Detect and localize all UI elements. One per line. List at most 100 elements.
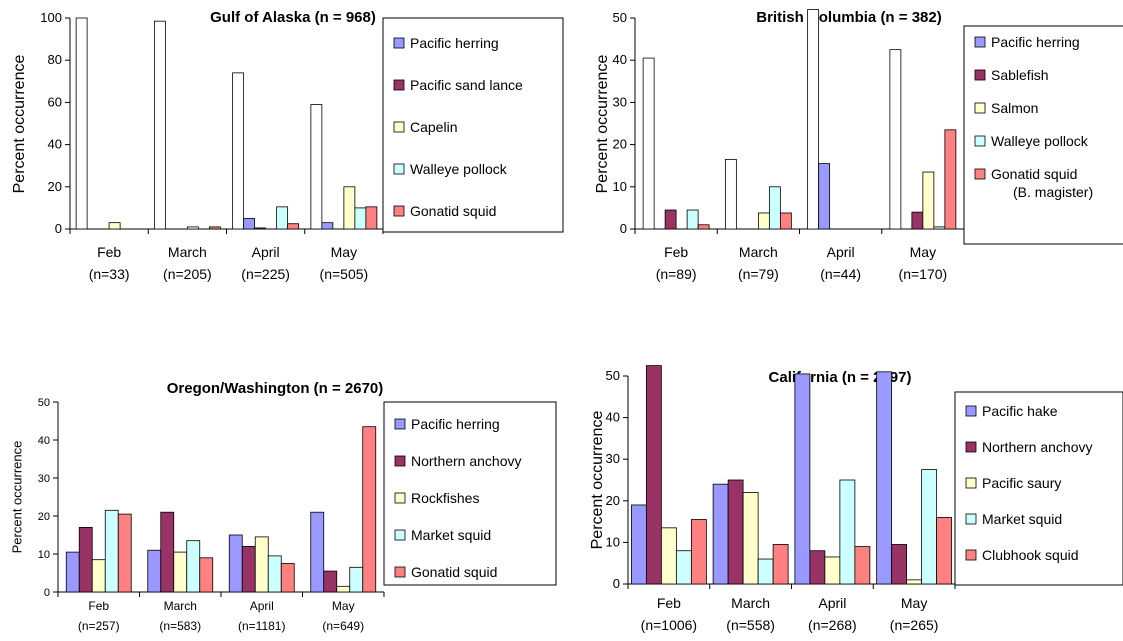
panel-1-y-axis-label: Percent occurrence: [11, 55, 28, 194]
panel-2-legend-swatch: [974, 36, 986, 48]
panel-3-category-n-label: (n=649): [322, 619, 364, 633]
panel-3-category-label: April: [250, 599, 274, 613]
panel-2-legend-swatch: [974, 102, 986, 114]
panel-2-category-n-label: (n=170): [899, 266, 948, 282]
panel-3-bar: [173, 551, 188, 593]
panel-4-legend-label: Northern anchovy: [982, 439, 1093, 455]
panel-4-bar: [906, 579, 923, 585]
panel-4-category-label: Feb: [657, 595, 681, 611]
panel-1-category-n-label: (n=225): [241, 266, 290, 282]
panel-4-legend-label: Market squid: [982, 511, 1062, 527]
panel-2-bar: [642, 57, 655, 230]
panel-4-y-tick-label: 50: [606, 368, 620, 383]
panel-3-category-n-label: (n=257): [78, 619, 120, 633]
panel-3-y-tick-label: 30: [38, 473, 50, 485]
panel-2-y-tick-label: 10: [613, 179, 627, 194]
panel-1-bar: [276, 206, 289, 230]
panel-2-bar: [911, 211, 924, 230]
panel-4-bar: [675, 550, 692, 585]
panel-1-legend-swatch: [393, 79, 405, 91]
panel-2-bar: [697, 224, 710, 230]
panel-4-legend-box: [954, 391, 1123, 586]
panel-4-bar: [690, 519, 707, 585]
panel-2-title: British Columbia (n = 382): [756, 9, 941, 26]
panel-3-legend-swatch: [394, 418, 406, 430]
panel-1-legend-label: Pacific sand lance: [410, 77, 523, 93]
panel-4-bar: [712, 483, 729, 585]
panel-2-legend-box: [963, 25, 1123, 245]
panel-3-bar: [362, 426, 377, 593]
panel-2-y-tick-label: 40: [613, 52, 627, 67]
panel-4-category-n-label: (n=558): [726, 617, 775, 633]
panel-2-legend-label: Walleye pollock: [991, 133, 1089, 149]
panel-3-bar: [65, 551, 80, 593]
panel-1-bar: [208, 226, 221, 230]
panel-4-bar: [921, 469, 938, 585]
panel-1-legend-label: Gonatid squid: [410, 203, 496, 219]
panel-2-category-n-label: (n=79): [738, 266, 779, 282]
panel-3-bar: [199, 557, 214, 593]
panel-2-category-label: March: [739, 244, 778, 260]
panel-2-legend-label: Pacific herring: [991, 34, 1080, 50]
panel-2-bar: [889, 49, 902, 230]
panel-2-category-label: Feb: [664, 244, 688, 260]
panel-2-bar: [807, 9, 820, 230]
panel-2-bar: [724, 158, 737, 230]
panel-3-bar: [91, 559, 106, 593]
panel-1-y-tick-label: 0: [55, 221, 62, 236]
panel-3-bar: [349, 566, 364, 593]
panel-4-category-label: April: [818, 595, 846, 611]
panel-1-legend-swatch: [393, 121, 405, 133]
panel-1-category-n-label: (n=505): [320, 266, 369, 282]
panel-3-y-tick-label: 50: [38, 397, 50, 409]
panel-3-legend-label: Gonatid squid: [411, 564, 497, 580]
panel-3-bar: [323, 570, 338, 593]
panel-4-y-tick-label: 20: [606, 493, 620, 508]
panel-2-bar: [944, 129, 957, 230]
panel-2-category-n-label: (n=44): [820, 266, 861, 282]
panel-3-legend-swatch: [394, 455, 406, 467]
panel-3-legend-box: [383, 401, 557, 586]
panel-3-legend-label: Rockfishes: [411, 490, 479, 506]
panel-1-bar: [254, 227, 267, 230]
panel-4-bar: [757, 558, 774, 585]
panel-4-bar: [809, 550, 826, 585]
panel-2-category-label: April: [827, 244, 855, 260]
panel-3-category-n-label: (n=583): [159, 619, 201, 633]
panel-4-legend-swatch: [965, 441, 977, 453]
panel-1-legend-label: Capelin: [410, 119, 457, 135]
panel-1-y-tick-label: 40: [48, 137, 62, 152]
panel-1-y-tick-label: 60: [48, 94, 62, 109]
panel-1-y-tick-label: 20: [48, 179, 62, 194]
panel-3-legend-label: Pacific herring: [411, 416, 500, 432]
panel-2-legend-swatch: [974, 69, 986, 81]
panel-3-legend-label: Northern anchovy: [411, 453, 522, 469]
panel-2-bar: [768, 186, 781, 230]
panel-1-bar: [321, 222, 334, 230]
panel-2-bar: [757, 212, 770, 230]
panel-2-bar: [818, 163, 831, 230]
panel-4-bar: [727, 479, 744, 585]
panel-4-legend-swatch: [965, 513, 977, 525]
panel-1-category-label: May: [331, 244, 357, 260]
panel-3-bar: [117, 513, 132, 593]
panel-2-legend-swatch: [974, 168, 986, 180]
panel-1-bar: [354, 207, 367, 230]
panel-4-y-tick-label: 10: [606, 534, 620, 549]
panel-3-bar: [254, 536, 269, 593]
panel-1-title: Gulf of Alaska (n = 968): [210, 9, 376, 26]
panel-4-category-n-label: (n=265): [890, 617, 939, 633]
panel-4-bar: [794, 373, 811, 585]
panel-1-y-tick-label: 80: [48, 52, 62, 67]
panel-1-legend-swatch: [393, 37, 405, 49]
panel-1-bar: [310, 104, 323, 230]
panel-3-title: Oregon/Washington (n = 2670): [167, 380, 384, 397]
panel-1-bar: [365, 206, 378, 230]
panel-4-legend-swatch: [965, 405, 977, 417]
panel-4-bar: [891, 544, 908, 585]
panel-3-bar: [280, 563, 295, 593]
panel-1-bar: [243, 218, 256, 230]
panel-4-legend-swatch: [965, 477, 977, 489]
panel-2-legend-label: Salmon: [991, 100, 1038, 116]
panel-3-bar: [186, 540, 201, 593]
